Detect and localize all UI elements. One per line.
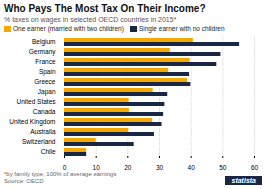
html-text:statista: statista	[231, 177, 256, 184]
svg-text:40: 40	[188, 164, 196, 171]
html-text:% taxes on wages in selected O: % taxes on wages in selected OECD countr…	[4, 16, 177, 23]
html-text:*by family type, 100% of avera: *by family type, 100% of average earning…	[4, 171, 117, 177]
svg-text:United Kingdom: United Kingdom	[9, 118, 55, 126]
html-text:Single earner with no children: Single earner with no children	[138, 25, 225, 32]
svg-text:Germany: Germany	[29, 48, 56, 56]
html-text:One earner (married with two c: One earner (married with two children)	[13, 25, 124, 32]
svg-text:Spain: Spain	[39, 68, 56, 76]
svg-text:10: 10	[93, 164, 101, 171]
svg-text:France: France	[35, 58, 56, 65]
svg-text:Greece: Greece	[34, 78, 56, 85]
svg-text:50: 50	[219, 164, 227, 171]
html-text:Who Pays The Most Tax On Their: Who Pays The Most Tax On Their Income?	[4, 3, 206, 14]
svg-text:Chile: Chile	[41, 148, 56, 155]
svg-text:Switzerland: Switzerland	[22, 138, 56, 145]
svg-text:30: 30	[156, 164, 164, 171]
svg-text:Belgium: Belgium	[32, 38, 55, 46]
html-text:Source: OECD: Source: OECD	[4, 178, 44, 184]
svg-text:60: 60	[251, 164, 259, 171]
svg-text:Australia: Australia	[30, 128, 56, 135]
svg-text:Canada: Canada	[33, 108, 56, 115]
svg-text:Japan: Japan	[38, 88, 56, 96]
svg-text:20: 20	[124, 164, 132, 171]
svg-text:0: 0	[63, 164, 67, 171]
svg-text:United States: United States	[16, 98, 56, 105]
